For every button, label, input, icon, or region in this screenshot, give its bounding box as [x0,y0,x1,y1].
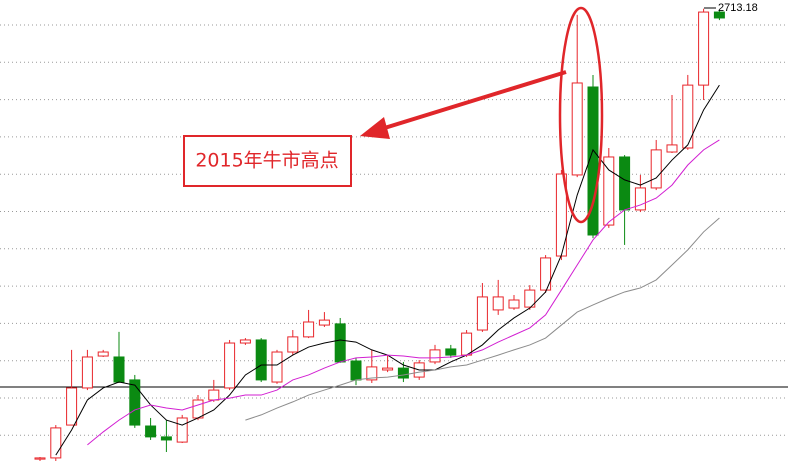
candle-body [208,389,220,401]
moving-average-line [55,84,720,456]
candle-body [66,387,78,426]
candle-body [524,289,536,308]
candle-body [160,436,172,441]
highlight-ellipse [558,6,604,224]
candle-body [350,360,362,381]
candle-body [81,356,93,389]
candle-body [287,336,299,353]
candle-body [492,296,504,311]
candle-body [619,156,631,211]
candle-body [192,399,204,419]
candle-body [366,366,378,381]
candle-body [682,84,694,149]
candle-body [176,417,188,443]
candle-body [382,367,394,371]
moving-average-line [87,139,720,446]
moving-average-line [245,217,720,421]
annotation-arrow [377,70,567,132]
candle-body [397,367,409,379]
candle-body [145,425,157,438]
candle-body [97,351,109,357]
candle-body [255,339,267,381]
candle-body [334,323,346,363]
candle-body [429,349,441,363]
candle-body [129,379,141,426]
candle-body [603,156,615,226]
candle-body [540,257,552,291]
candle-body [698,11,710,86]
candle-body [113,356,125,383]
candle-body [508,299,520,309]
candle-body [666,144,678,153]
candle-body [34,457,46,460]
candle-body [303,321,315,338]
candle-body [713,11,725,19]
candle-body [587,86,599,236]
candle-body [50,427,62,459]
candle-body [476,296,488,331]
candle-body [650,149,662,189]
candle-body [461,332,473,356]
arrow-head [360,117,390,139]
high-label: 2713.18 [718,2,758,14]
candle-body [239,339,251,344]
candle-body [571,82,583,176]
candle-body [634,187,646,211]
grid [0,24,788,436]
candle-body [445,348,457,356]
annotation-box [183,135,352,187]
annotation-text: 2015年牛市高点 [195,150,338,172]
marks [34,8,725,461]
candle-body [271,351,283,383]
candle-body [318,319,330,326]
candle-body [224,342,236,389]
